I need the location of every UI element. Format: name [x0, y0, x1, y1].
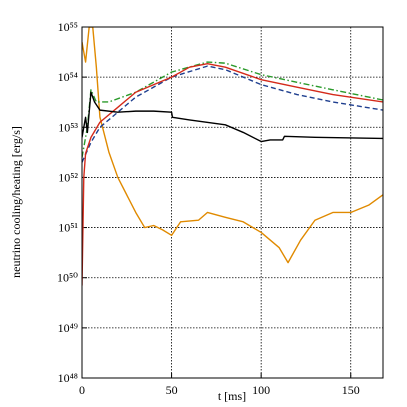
x-tick-label: 100: [252, 383, 270, 397]
data-line: [82, 27, 383, 264]
y-tick-label: 10⁵²: [58, 170, 78, 184]
plot-frame: [81, 26, 384, 379]
y-tick-label: 10⁵⁰: [57, 271, 78, 285]
y-tick-label: 10⁵⁵: [58, 20, 78, 34]
y-tick-label: 10⁵³: [58, 120, 78, 134]
plot-lines: [82, 27, 383, 286]
y-tick-label: 10⁴⁹: [58, 321, 78, 335]
y-tick-label: 10⁵¹: [58, 221, 78, 235]
y-tick-label: 10⁴⁸: [58, 371, 78, 385]
data-line: [82, 91, 383, 143]
x-axis-label: t [ms]: [218, 389, 246, 403]
x-tick-label: 150: [342, 383, 360, 397]
x-tick-label: 50: [166, 383, 178, 397]
y-tick-label: 10⁵⁴: [58, 70, 78, 84]
x-tick-label: 0: [79, 383, 85, 397]
data-line: [82, 61, 383, 158]
data-line: [82, 65, 383, 163]
data-line: [82, 62, 383, 286]
y-axis-label: neutrino cooling/heating [erg/s]: [9, 126, 23, 278]
